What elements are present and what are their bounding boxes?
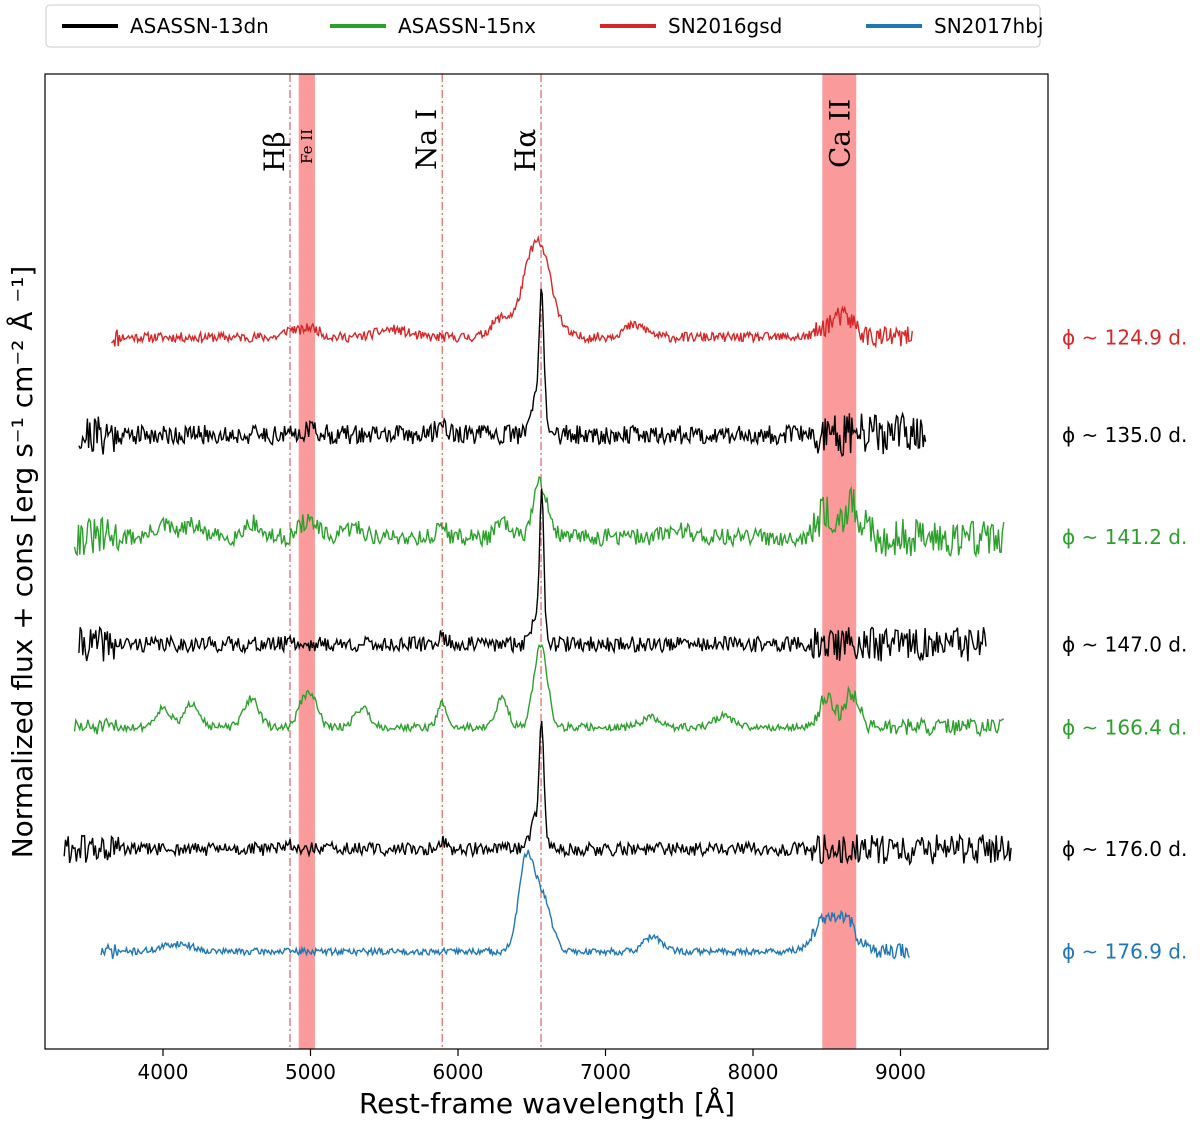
bands-layer: [298, 74, 857, 1049]
phase-label: ϕ ~ 147.0 d.: [1062, 632, 1187, 656]
x-axis-label: Rest-frame wavelength [Å]: [359, 1086, 735, 1120]
phase-label: ϕ ~ 141.2 d.: [1062, 525, 1187, 549]
band-fe-ii: [298, 74, 315, 1049]
label-ca-ii: Ca II: [823, 99, 856, 168]
label-fe-ii: Fe II: [298, 129, 316, 164]
band-ca-ii: [822, 74, 857, 1049]
spectrum-asassn-13dn-5: [63, 721, 1012, 866]
legend-box: [45, 4, 1041, 48]
x-tick-label: 4000: [138, 1060, 189, 1084]
label-h-beta: Hβ: [258, 131, 291, 172]
phase-label: ϕ ~ 176.0 d.: [1062, 837, 1187, 861]
line-labels: Hβ Na I Hα Fe II Ca II: [258, 99, 856, 172]
phase-labels: ϕ ~ 124.9 d. ϕ ~ 135.0 d. ϕ ~ 141.2 d. ϕ ~ …: [1062, 325, 1187, 963]
phase-label: ϕ ~ 135.0 d.: [1062, 423, 1187, 447]
x-ticks: 4000 5000 6000 7000 8000 9000: [138, 1049, 926, 1084]
plot-frame: [44, 73, 1049, 1050]
spectral-lines-layer: [289, 74, 542, 1049]
label-h-alpha: Hα: [509, 129, 542, 172]
legend-label: ASASSN-15nx: [398, 14, 536, 38]
x-tick-label: 6000: [433, 1060, 484, 1084]
spectrum-sn2017hbj-6: [100, 849, 911, 960]
x-tick-label: 5000: [285, 1060, 336, 1084]
legend: ASASSN-13dn ASASSN-15nx SN2016gsd SN2017hbj: [45, 4, 1043, 48]
legend-label: SN2016gsd: [668, 14, 782, 38]
spectrum-asassn-13dn-1: [78, 288, 927, 458]
phase-label: ϕ ~ 166.4 d.: [1062, 715, 1187, 739]
spectrum-asassn-13dn-3: [78, 488, 987, 662]
x-tick-label: 8000: [728, 1060, 779, 1084]
legend-label: SN2017hbj: [934, 14, 1043, 38]
label-na-i: Na I: [410, 109, 443, 170]
legend-label: ASASSN-13dn: [130, 14, 269, 38]
phase-label: ϕ ~ 124.9 d.: [1062, 325, 1187, 349]
series-layer: [63, 235, 1012, 960]
phase-label: ϕ ~ 176.9 d.: [1062, 940, 1187, 964]
spectrum-asassn-15nx-4: [73, 643, 1005, 738]
spectrum-sn2016gsd-0: [110, 235, 913, 349]
y-axis-label: Normalized flux + cons [erg s⁻¹ cm⁻² Å ⁻…: [5, 266, 39, 859]
spectrum-asassn-15nx-2: [73, 475, 1005, 559]
x-tick-label: 7000: [580, 1060, 631, 1084]
x-tick-label: 9000: [875, 1060, 926, 1084]
